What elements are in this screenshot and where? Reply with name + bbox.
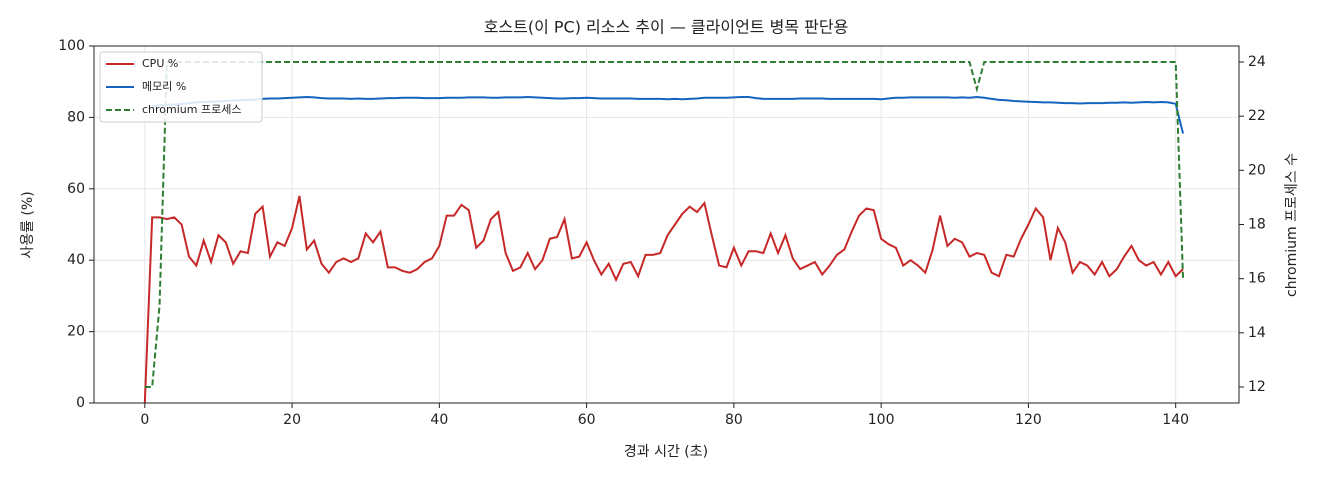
y-axis-label: 사용률 (%) — [20, 191, 36, 258]
y2-tick-label: 22 — [1248, 108, 1266, 124]
chart-title: 호스트(이 PC) 리소스 추이 — 클라이언트 병목 판단용 — [484, 18, 849, 37]
legend-label: 메모리 % — [142, 80, 186, 93]
x-tick-label: 120 — [1015, 412, 1042, 428]
x-tick-label: 80 — [725, 412, 743, 428]
legend-label: CPU % — [142, 57, 178, 70]
y-tick-label: 60 — [67, 181, 85, 197]
y2-tick-label: 16 — [1248, 271, 1266, 287]
legend-box — [99, 51, 263, 123]
legend-label: chromium 프로세스 — [142, 103, 241, 116]
y-tick-label: 0 — [76, 395, 85, 411]
x-tick-label: 40 — [430, 412, 448, 428]
x-tick-label: 0 — [140, 412, 149, 428]
y2-axis-label: chromium 프로세스 수 — [1284, 153, 1300, 297]
series-line — [144, 60, 1185, 389]
y-tick-label: 80 — [67, 109, 85, 125]
y2-tick-label: 18 — [1248, 217, 1266, 233]
y-tick-label: 20 — [67, 324, 85, 340]
y2-tick-label: 20 — [1248, 162, 1266, 178]
y-tick-label: 40 — [67, 252, 85, 268]
x-axis-label: 경과 시간 (초) — [624, 444, 708, 460]
x-tick-label: 60 — [578, 412, 596, 428]
y2-tick-label: 24 — [1248, 54, 1266, 70]
x-tick-label: 140 — [1162, 412, 1189, 428]
plot-frame — [93, 45, 1240, 404]
x-tick-label: 20 — [283, 412, 301, 428]
y2-tick-label: 14 — [1248, 325, 1266, 341]
y-tick-label: 100 — [58, 38, 85, 54]
series-line — [143, 195, 1184, 404]
series-line — [152, 96, 1185, 134]
x-tick-label: 100 — [868, 412, 895, 428]
y2-tick-label: 12 — [1248, 379, 1266, 395]
